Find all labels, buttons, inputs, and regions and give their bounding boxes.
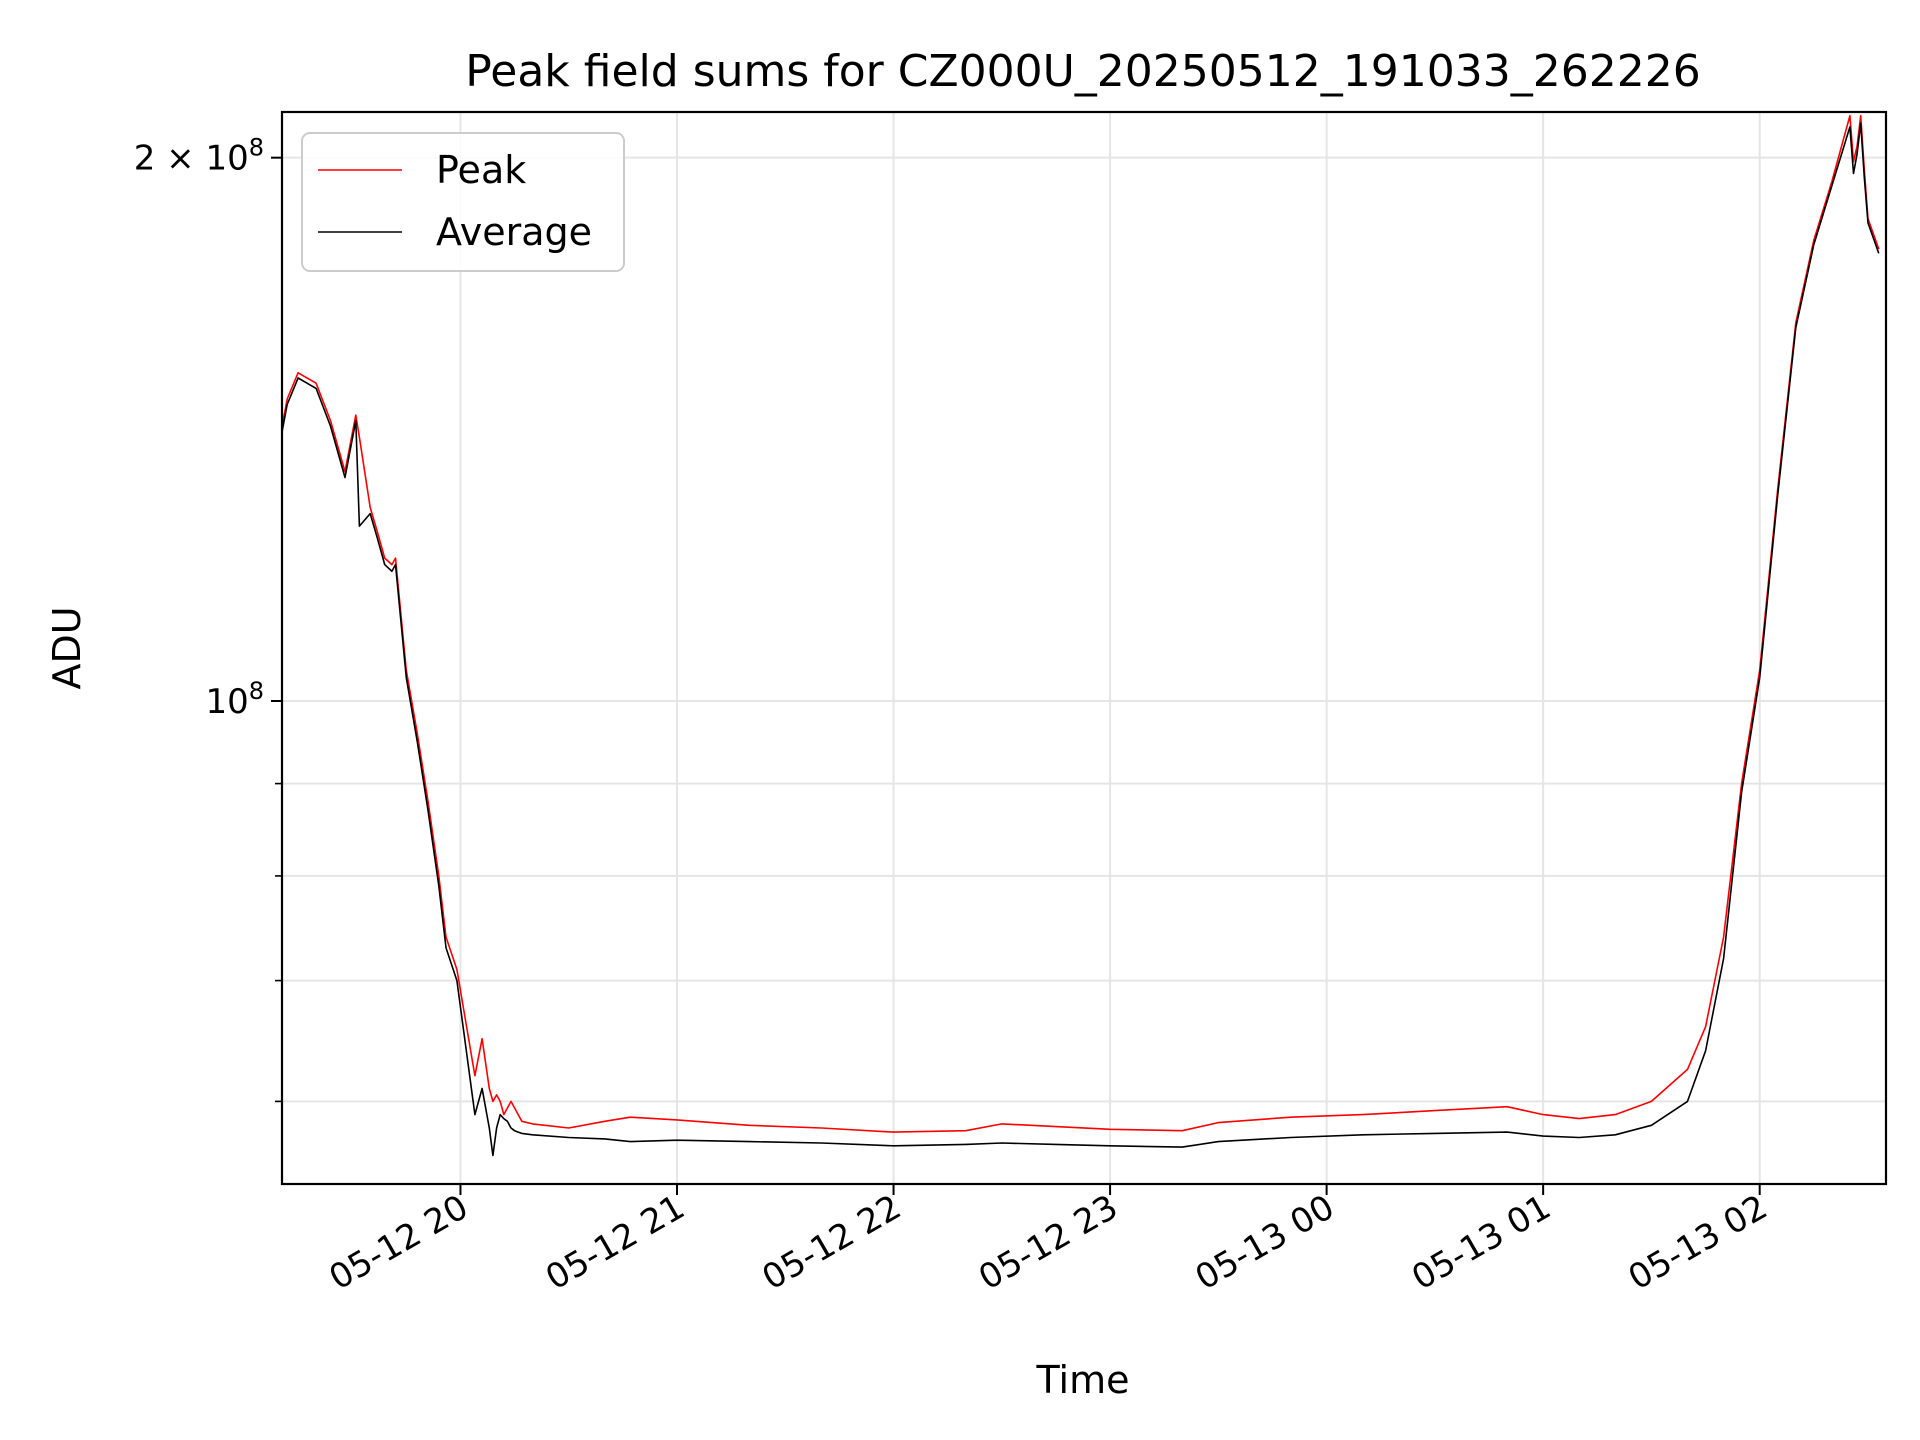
series-line-average xyxy=(282,122,1880,1157)
y-axis-label: ADU xyxy=(45,606,89,689)
plot-area xyxy=(282,114,1880,1157)
grid-lines xyxy=(282,112,1886,1184)
axes-frame xyxy=(280,110,1888,1186)
y-tick-label: 108 xyxy=(205,677,264,722)
y-tick-mantissa: 2 xyxy=(134,139,156,179)
legend-box xyxy=(301,132,625,272)
legend-label-average: Average xyxy=(436,210,592,254)
legend-label-peak: Peak xyxy=(436,148,526,192)
y-tick-label: 2 × 108 xyxy=(134,134,264,179)
y-tick-times: × xyxy=(155,139,205,179)
legend: Peak Average xyxy=(301,132,625,272)
series-line-peak xyxy=(282,114,1880,1133)
x-axis-label: Time xyxy=(1036,1358,1130,1402)
y-tick-base: 10 xyxy=(205,139,248,179)
y-tick-exp: 8 xyxy=(249,677,264,705)
y-tick-exp: 8 xyxy=(249,134,264,162)
chart-title: Peak field sums for CZ000U_20250512_1910… xyxy=(465,46,1700,97)
y-tick-base: 10 xyxy=(205,682,248,722)
